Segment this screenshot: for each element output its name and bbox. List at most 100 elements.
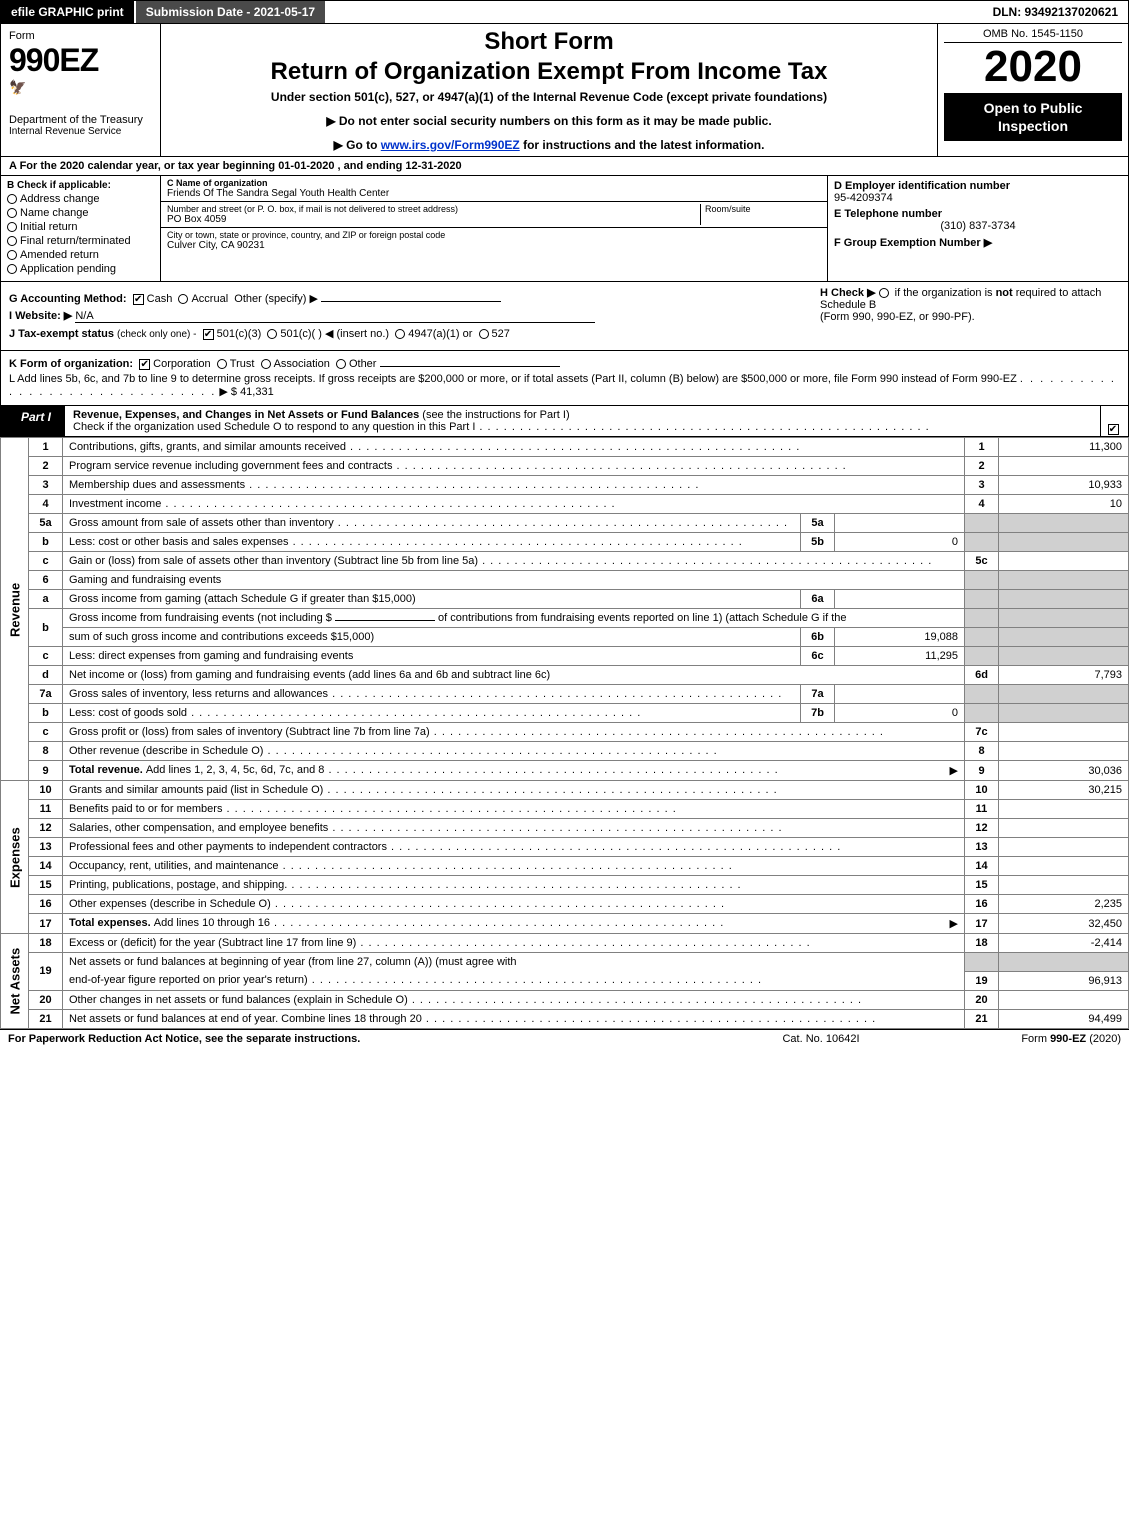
table-row: Expenses 10 Grants and similar amounts p… [1, 781, 1129, 800]
submission-date-button[interactable]: Submission Date - 2021-05-17 [136, 1, 325, 23]
chk-name-change[interactable]: Name change [7, 207, 154, 219]
chk-application-pending[interactable]: Application pending [7, 263, 154, 275]
header-right: OMB No. 1545-1150 2020 Open to Public In… [938, 24, 1128, 156]
irs-link[interactable]: www.irs.gov/Form990EZ [381, 138, 520, 152]
table-row: 15 Printing, publications, postage, and … [1, 876, 1129, 895]
k-other-checkbox[interactable] [336, 359, 346, 369]
table-row: 20 Other changes in net assets or fund b… [1, 990, 1129, 1009]
address-label: Number and street (or P. O. box, if mail… [167, 204, 696, 214]
line-14-num: 14 [29, 857, 63, 876]
line-6-shade2 [999, 571, 1129, 590]
goto-line: ▶ Go to www.irs.gov/Form990EZ for instru… [169, 138, 929, 152]
g-other-input[interactable] [321, 301, 501, 302]
line-8-amount [999, 742, 1129, 761]
line-4-refnum: 4 [965, 495, 999, 514]
k-other-input[interactable] [380, 366, 560, 367]
line-13-amount [999, 838, 1129, 857]
table-row: d Net income or (loss) from gaming and f… [1, 666, 1129, 685]
section-j: J Tax-exempt status (check only one) - 5… [9, 327, 1120, 340]
line-8-desc: Other revenue (describe in Schedule O) [63, 742, 965, 761]
line-17-num: 17 [29, 914, 63, 934]
line-5a-midnum: 5a [801, 514, 835, 533]
g-label: G Accounting Method: [9, 293, 127, 305]
line-9-amount: 30,036 [999, 761, 1129, 781]
chk-final-return-label: Final return/terminated [20, 235, 131, 247]
line-5b-shade1 [965, 533, 999, 552]
line-7a-num: 7a [29, 685, 63, 704]
line-6b-desc1b: of contributions from fundraising events… [438, 612, 846, 624]
irs-label: Internal Revenue Service [9, 126, 152, 137]
line-6c-midamt: 11,295 [835, 647, 965, 666]
line-9-desc-bold: Total revenue. [69, 764, 146, 776]
table-row: Net Assets 18 Excess or (deficit) for th… [1, 934, 1129, 953]
j-501c3-checkbox[interactable] [203, 329, 214, 340]
l-text: L Add lines 5b, 6c, and 7b to line 9 to … [9, 373, 1017, 385]
h-checkbox[interactable] [879, 288, 889, 298]
dln-label: DLN: 93492137020621 [983, 1, 1128, 23]
table-row: 21 Net assets or fund balances at end of… [1, 1009, 1129, 1028]
org-name-label: C Name of organization [167, 178, 821, 188]
chk-amended-return[interactable]: Amended return [7, 249, 154, 261]
part-i-title-tail: (see the instructions for Part I) [422, 409, 569, 421]
j-501c3-label: 501(c)(3) [217, 328, 262, 340]
line-6-shade1 [965, 571, 999, 590]
section-l: L Add lines 5b, 6c, and 7b to line 9 to … [9, 373, 1120, 398]
line-10-num: 10 [29, 781, 63, 800]
chk-final-return[interactable]: Final return/terminated [7, 235, 154, 247]
no-ssn-warning: ▶ Do not enter social security numbers o… [169, 114, 929, 128]
g-accrual-checkbox[interactable] [178, 294, 188, 304]
tax-year: 2020 [944, 45, 1122, 89]
k-trust-checkbox[interactable] [217, 359, 227, 369]
line-6b-shade2 [999, 609, 1129, 628]
line-11-num: 11 [29, 800, 63, 819]
line-6b-desc1: Gross income from fundraising events (no… [63, 609, 965, 628]
section-b: B Check if applicable: Address change Na… [1, 176, 161, 281]
k-assoc-checkbox[interactable] [261, 359, 271, 369]
chk-amended-return-label: Amended return [20, 249, 99, 261]
form-number: 990EZ [9, 42, 152, 79]
line-7c-desc: Gross profit or (loss) from sales of inv… [63, 723, 965, 742]
table-row: b Less: cost of goods sold 7b 0 [1, 704, 1129, 723]
line-21-num: 21 [29, 1009, 63, 1028]
line-6b-blank[interactable] [335, 620, 435, 621]
line-11-amount [999, 800, 1129, 819]
line-5b-shade2 [999, 533, 1129, 552]
line-11-refnum: 11 [965, 800, 999, 819]
g-cash-checkbox[interactable] [133, 294, 144, 305]
line-8-num: 8 [29, 742, 63, 761]
table-row: c Less: direct expenses from gaming and … [1, 647, 1129, 666]
j-501c-checkbox[interactable] [267, 329, 277, 339]
j-4947-checkbox[interactable] [395, 329, 405, 339]
table-row: 3 Membership dues and assessments 3 10,9… [1, 476, 1129, 495]
section-k: K Form of organization: Corporation Trus… [9, 358, 1120, 370]
chk-address-change[interactable]: Address change [7, 193, 154, 205]
part-i-title-text: Revenue, Expenses, and Changes in Net As… [73, 409, 419, 421]
footer-catno: Cat. No. 10642I [721, 1033, 921, 1045]
part-i-schedule-o-checkbox[interactable] [1100, 406, 1128, 436]
chk-initial-return[interactable]: Initial return [7, 221, 154, 233]
ein-label: D Employer identification number [834, 180, 1010, 192]
line-7b-shade1 [965, 704, 999, 723]
k-trust-label: Trust [230, 358, 255, 370]
h-text3: (Form 990, 990-EZ, or 990-PF). [820, 311, 975, 323]
k-corp-checkbox[interactable] [139, 359, 150, 370]
efile-print-button[interactable]: efile GRAPHIC print [1, 1, 136, 23]
line-13-desc: Professional fees and other payments to … [63, 838, 965, 857]
j-527-checkbox[interactable] [479, 329, 489, 339]
expenses-sidebar: Expenses [1, 781, 29, 934]
table-row: b Less: cost or other basis and sales ex… [1, 533, 1129, 552]
section-a-tax-year: A For the 2020 calendar year, or tax yea… [0, 157, 1129, 176]
line-10-refnum: 10 [965, 781, 999, 800]
address-value: PO Box 4059 [167, 214, 696, 225]
line-7a-shade2 [999, 685, 1129, 704]
line-9-desc-cell: Total revenue. Add lines 1, 2, 3, 4, 5c,… [63, 761, 965, 781]
line-13-num: 13 [29, 838, 63, 857]
line-6a-midnum: 6a [801, 590, 835, 609]
k-assoc-label: Association [274, 358, 330, 370]
group-exemption-label: F Group Exemption Number ▶ [834, 237, 992, 249]
line-9-desc: Add lines 1, 2, 3, 4, 5c, 6d, 7c, and 8 [146, 764, 779, 776]
line-17-desc-cell: Total expenses. Add lines 10 through 16 … [63, 914, 965, 934]
line-3-desc: Membership dues and assessments [63, 476, 965, 495]
city-row: City or town, state or province, country… [161, 228, 827, 253]
table-row: 7a Gross sales of inventory, less return… [1, 685, 1129, 704]
